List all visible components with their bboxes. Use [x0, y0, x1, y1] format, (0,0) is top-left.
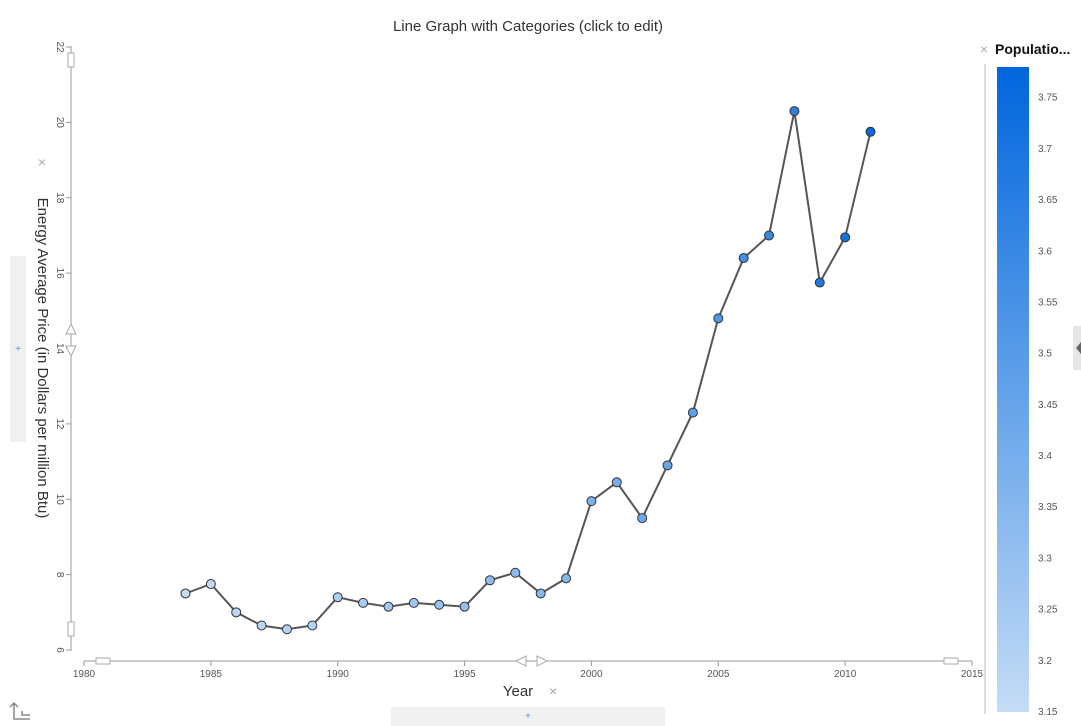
x-min-handle[interactable] — [95, 657, 111, 665]
y-tick-label: 12 — [54, 418, 65, 430]
legend-color-bar — [997, 67, 1029, 712]
y-axis-label[interactable]: Energy Average Price (in Dollars per mil… — [34, 198, 51, 519]
x-axis-add-panel[interactable] — [391, 707, 665, 726]
legend-tick-label: 3.5 — [1038, 349, 1052, 360]
data-points — [180, 106, 876, 635]
data-point[interactable] — [205, 579, 216, 590]
y-tick-label: 10 — [54, 494, 65, 506]
y-tick-label: 8 — [54, 572, 65, 578]
x-tick-label: 2005 — [707, 669, 730, 680]
x-pan-handle[interactable] — [514, 655, 549, 667]
legend-ticks: 3.75 3.7 3.65 3.6 3.55 3.5 3.45 3.4 3.35 3.3 3.25 3… — [1038, 93, 1058, 718]
x-tick-label: 1980 — [73, 669, 96, 680]
x-max-handle[interactable] — [943, 657, 959, 665]
data-point[interactable] — [408, 597, 419, 608]
x-tick-label: 2010 — [834, 669, 857, 680]
x-tick-label: 1990 — [327, 669, 350, 680]
x-axis-add-icon[interactable]: + — [525, 711, 531, 722]
data-point[interactable] — [383, 601, 394, 612]
data-point[interactable] — [814, 277, 825, 288]
y-tick-label: 6 — [54, 647, 65, 653]
y-axis-close-icon[interactable]: × — [38, 154, 46, 170]
axis-swap-icon[interactable] — [9, 701, 30, 720]
data-point[interactable] — [789, 106, 800, 117]
legend-tick-label: 3.45 — [1038, 400, 1058, 411]
data-point[interactable] — [713, 313, 724, 324]
chart-title[interactable]: Line Graph with Categories (click to edi… — [393, 18, 663, 35]
y-axis-add-panel[interactable] — [10, 256, 26, 442]
x-axis-close-icon[interactable]: × — [549, 683, 557, 699]
data-point[interactable] — [231, 607, 242, 618]
x-axis-label[interactable]: Year — [503, 683, 533, 700]
legend-tick-label: 3.35 — [1038, 502, 1058, 513]
data-point[interactable] — [687, 407, 698, 418]
data-point[interactable] — [764, 230, 775, 241]
data-point[interactable] — [637, 513, 648, 524]
legend-tick-label: 3.75 — [1038, 93, 1058, 104]
data-point[interactable] — [662, 460, 673, 471]
collapse-arrow-icon[interactable] — [1076, 342, 1081, 354]
y-min-handle[interactable] — [67, 621, 75, 637]
legend-tick-label: 3.15 — [1038, 707, 1058, 718]
data-point[interactable] — [738, 253, 749, 264]
x-axis-ticks: 1980 1985 1990 1995 2000 2005 2010 2015 — [73, 661, 984, 680]
data-point[interactable] — [535, 588, 546, 599]
data-point[interactable] — [358, 597, 369, 608]
legend-tick-label: 3.4 — [1038, 451, 1052, 462]
y-max-handle[interactable] — [67, 52, 75, 68]
data-point[interactable] — [281, 624, 292, 635]
legend-tick-label: 3.55 — [1038, 297, 1058, 308]
data-point[interactable] — [180, 588, 191, 599]
y-tick-label: 18 — [54, 192, 65, 204]
data-point[interactable] — [307, 620, 318, 631]
data-point[interactable] — [332, 592, 343, 603]
y-tick-label: 20 — [54, 117, 65, 129]
legend-tick-label: 3.3 — [1038, 553, 1052, 564]
x-tick-label: 1995 — [453, 669, 476, 680]
data-point[interactable] — [561, 573, 572, 584]
legend-close-icon[interactable]: × — [980, 41, 988, 57]
x-tick-label: 2015 — [961, 669, 984, 680]
data-point[interactable] — [434, 599, 445, 610]
legend-tick-label: 3.2 — [1038, 656, 1052, 667]
y-pan-handle[interactable] — [65, 322, 77, 358]
legend-title[interactable]: Populatio... — [995, 41, 1070, 57]
y-tick-label: 22 — [54, 41, 65, 53]
y-tick-label: 16 — [54, 268, 65, 280]
data-point[interactable] — [510, 567, 521, 578]
data-point[interactable] — [459, 601, 470, 612]
data-point[interactable] — [865, 126, 876, 137]
series-line — [185, 110, 872, 631]
legend-tick-label: 3.65 — [1038, 195, 1058, 206]
x-tick-label: 1985 — [200, 669, 223, 680]
legend-tick-label: 3.6 — [1038, 246, 1052, 257]
y-axis-add-icon[interactable]: + — [15, 344, 21, 355]
data-point[interactable] — [484, 575, 495, 586]
x-tick-label: 2000 — [580, 669, 603, 680]
legend-tick-label: 3.7 — [1038, 144, 1052, 155]
data-point[interactable] — [611, 477, 622, 488]
data-point[interactable] — [840, 232, 851, 243]
data-point[interactable] — [586, 496, 597, 507]
y-tick-label: 14 — [54, 343, 65, 355]
data-point[interactable] — [256, 620, 267, 631]
legend-tick-label: 3.25 — [1038, 605, 1058, 616]
